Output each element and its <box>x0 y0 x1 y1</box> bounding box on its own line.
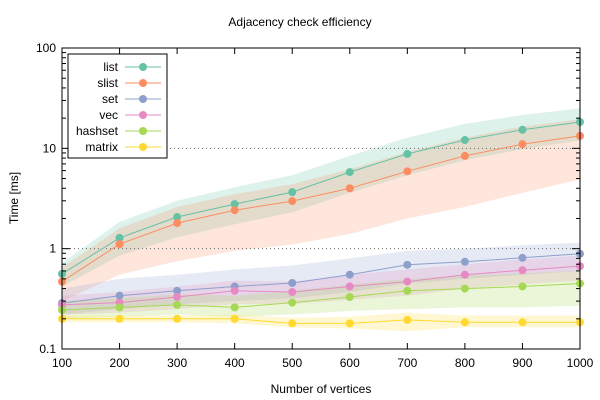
x-tick-label: 100 <box>52 356 72 370</box>
legend-marker-list <box>139 63 147 71</box>
data-point-list <box>288 188 297 197</box>
legend-label-hashset: hashset <box>76 124 119 138</box>
x-tick-label: 500 <box>282 356 302 370</box>
data-point-slist <box>460 151 469 160</box>
data-point-set <box>460 257 469 266</box>
series-line-set <box>61 253 581 304</box>
data-point-list <box>460 136 469 145</box>
x-tick-label: 1000 <box>567 356 594 370</box>
data-point-vec <box>230 286 239 295</box>
data-point-vec <box>288 287 297 296</box>
series-line-vec <box>61 265 581 306</box>
series-line-hashset <box>61 283 581 311</box>
legend-box <box>67 53 168 159</box>
chart-title: Adjacency check efficiency <box>228 15 372 29</box>
x-tick-label: 400 <box>225 356 245 370</box>
data-point-vec <box>173 292 182 301</box>
series-lines <box>58 118 584 328</box>
data-point-list <box>518 125 527 134</box>
data-point-slist <box>518 140 527 149</box>
data-point-set <box>403 260 412 269</box>
data-point-list <box>345 168 354 177</box>
legend-label-slist: slist <box>97 76 118 90</box>
data-point-matrix <box>460 318 469 327</box>
data-point-hashset <box>460 284 469 293</box>
legend-label-matrix: matrix <box>85 140 118 154</box>
legend-label-vec: vec <box>99 108 118 122</box>
x-tick-label: 600 <box>340 356 360 370</box>
x-tick-label: 900 <box>512 356 532 370</box>
data-point-matrix <box>173 314 182 323</box>
data-point-vec <box>345 282 354 291</box>
data-point-set <box>115 291 124 300</box>
data-point-hashset <box>115 303 124 312</box>
data-point-hashset <box>288 298 297 307</box>
data-point-matrix <box>230 314 239 323</box>
data-point-hashset <box>345 292 354 301</box>
legend-marker-hashset <box>139 127 147 135</box>
data-point-hashset <box>173 300 182 309</box>
data-point-set <box>173 286 182 295</box>
data-point-vec <box>518 266 527 275</box>
data-point-matrix <box>345 319 354 328</box>
legend: list slist set vec hashset matrix <box>67 53 168 159</box>
data-point-matrix <box>518 318 527 327</box>
data-point-slist <box>345 184 354 193</box>
series-line-list <box>61 121 581 275</box>
y-tick-label: 100 <box>36 41 56 55</box>
data-point-list <box>403 149 412 158</box>
data-point-matrix <box>288 319 297 328</box>
data-point-set <box>288 278 297 287</box>
data-point-slist <box>173 219 182 228</box>
band-matrix <box>62 312 580 332</box>
y-tick-label: 10 <box>43 141 57 155</box>
y-axis-label: Time [ms] <box>7 171 21 225</box>
data-point-matrix <box>115 314 124 323</box>
legend-marker-slist <box>139 79 147 87</box>
y-tick-label: 0.1 <box>39 342 56 356</box>
x-axis-label: Number of vertices <box>270 382 372 396</box>
data-point-hashset <box>230 303 239 312</box>
data-point-vec <box>460 270 469 279</box>
data-point-slist <box>403 167 412 176</box>
series-line-matrix <box>62 318 580 324</box>
band-vec <box>62 255 580 315</box>
band-hashset <box>62 270 580 319</box>
legend-marker-vec <box>139 111 147 119</box>
data-point-hashset <box>518 282 527 291</box>
legend-marker-set <box>139 95 147 103</box>
data-point-list <box>230 200 239 209</box>
legend-label-list: list <box>103 60 118 74</box>
legend-marker-matrix <box>139 143 147 151</box>
band-list <box>62 108 580 287</box>
error-bands <box>62 108 580 332</box>
data-point-set <box>345 270 354 279</box>
data-point-slist <box>230 206 239 215</box>
y-tick-label: 1 <box>49 242 56 256</box>
legend-label-set: set <box>102 92 119 106</box>
plot-frame <box>61 47 581 350</box>
data-point-set <box>518 253 527 262</box>
data-point-matrix <box>403 315 412 324</box>
x-tick-label: 300 <box>167 356 187 370</box>
data-point-slist <box>115 240 124 249</box>
x-tick-label: 700 <box>397 356 417 370</box>
data-point-hashset <box>403 286 412 295</box>
data-point-slist <box>288 197 297 206</box>
band-slist <box>62 119 580 302</box>
axes: 100 200 300 400 500 600 700 800 900 1000 0.1 1 10 100 <box>36 41 594 370</box>
series-line-slist <box>61 135 581 283</box>
data-point-list <box>115 233 124 242</box>
data-point-vec <box>403 277 412 286</box>
x-tick-label: 200 <box>110 356 130 370</box>
x-tick-label: 800 <box>455 356 475 370</box>
data-point-list <box>173 212 182 221</box>
